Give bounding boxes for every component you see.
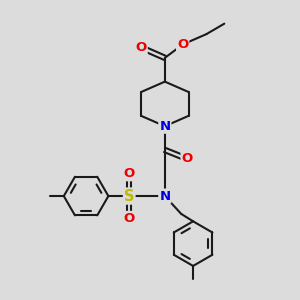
Text: O: O — [136, 41, 147, 54]
Text: N: N — [159, 120, 170, 133]
Text: N: N — [159, 190, 170, 202]
Text: S: S — [124, 189, 134, 204]
Text: O: O — [177, 38, 188, 51]
Text: O: O — [124, 212, 135, 225]
Text: O: O — [182, 152, 193, 165]
Text: O: O — [124, 167, 135, 180]
